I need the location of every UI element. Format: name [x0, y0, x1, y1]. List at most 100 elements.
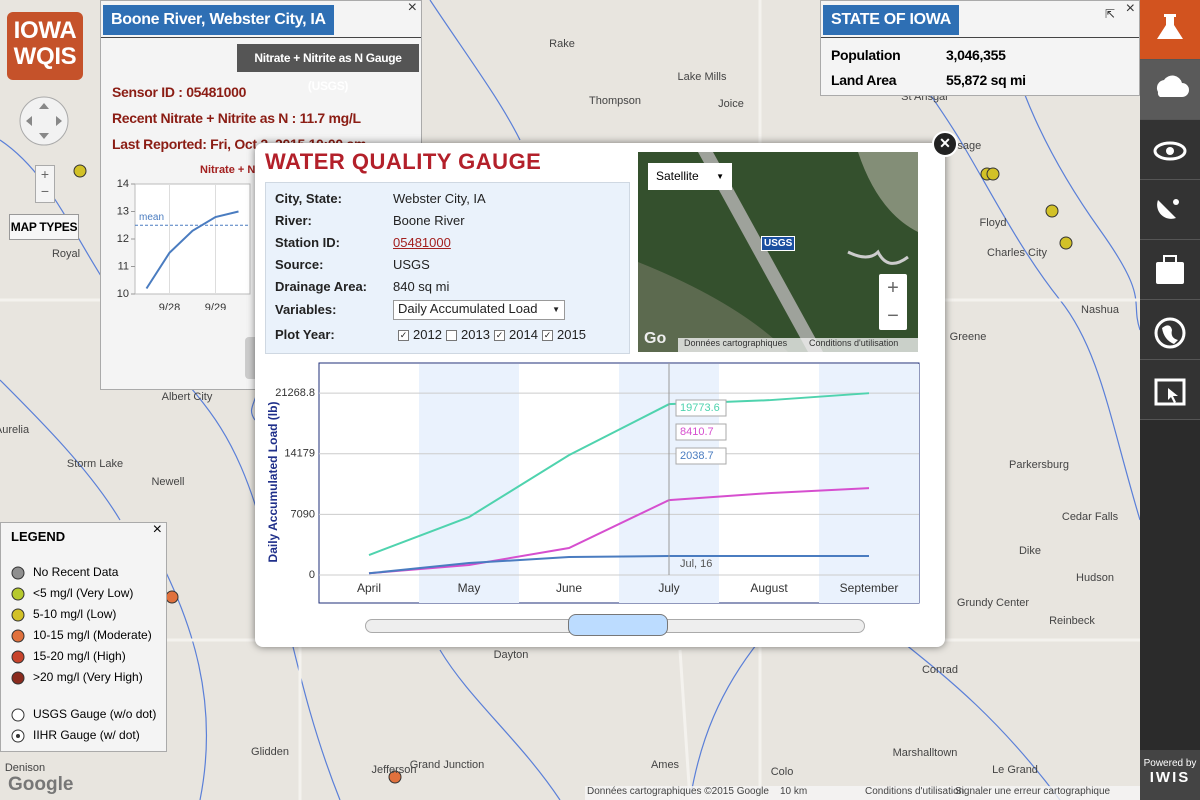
sidebar-fill [1140, 420, 1200, 750]
series-line [368, 487, 870, 575]
mean-label: mean [139, 212, 164, 223]
field-value: Boone River [393, 213, 465, 228]
map-attribution: Données cartographiques [684, 338, 788, 348]
station-link[interactable]: 05481000 [393, 235, 451, 250]
state-value: 55,872 sq mi [946, 72, 1026, 88]
tooltip-box [675, 447, 727, 465]
station-info: City, State: Webster City, IA River: Boone … [265, 182, 630, 354]
select-arrow: ▼ [552, 305, 560, 314]
town-label: Jefferson [371, 764, 416, 776]
y-tick-label: 12 [117, 233, 129, 245]
y-tick-label: 21268.8 [275, 387, 315, 399]
map-type-select[interactable]: Satellite ▼ [648, 163, 732, 190]
state-row: Land Area 55,872 sq mi [831, 68, 1131, 93]
year-checkbox[interactable]: ✓ [398, 330, 409, 341]
field-label: Drainage Area: [275, 279, 367, 294]
y-tick-label: 14 [117, 178, 129, 190]
powered-brand: IWIS [1149, 769, 1191, 786]
legend-label: 10-15 mg/l (Moderate) [33, 628, 152, 642]
legend-swatch [11, 566, 25, 580]
plot-area [134, 183, 251, 295]
year-label: 2013 [461, 327, 490, 342]
map-zoom[interactable]: + − [879, 274, 907, 330]
town-label: Le Grand [992, 764, 1038, 776]
report[interactable]: Signaler une erreur cartographique [955, 786, 1111, 797]
field-value: USGS [393, 257, 430, 272]
map-types-button[interactable]: MAP TYPES [9, 214, 79, 240]
town-label: Charles City [987, 247, 1047, 259]
gauge-dot [16, 734, 20, 738]
attribution: Données cartographiques ©2015 Google [587, 786, 769, 797]
sidebar-satellite[interactable] [1140, 180, 1200, 240]
google-logo: Google [8, 774, 74, 795]
divider [821, 37, 1139, 38]
popup-line: Recent Nitrate + Nitrite as N : 11.7 mg/… [112, 110, 361, 126]
state-title: STATE OF IOWA [823, 5, 959, 35]
band-shade [819, 364, 919, 603]
legend-swatch [11, 671, 25, 685]
town-label: Reinbeck [1049, 615, 1095, 627]
town-label: Cedar Falls [1062, 511, 1119, 523]
tooltip-label: 19773.6 [680, 402, 720, 414]
town-label: Parkersburg [1009, 459, 1069, 471]
legend-label: >20 mg/l (Very High) [33, 670, 143, 684]
map-type: Satellite [656, 169, 699, 183]
x-tick-label: 9/29 [205, 302, 226, 310]
town-label: Hudson [1076, 572, 1114, 584]
close-button[interactable]: × [1125, 0, 1135, 17]
town-label: Grand Junction [410, 759, 485, 771]
pan-control[interactable] [18, 95, 70, 147]
terms[interactable]: Conditions d'utilisation [865, 786, 965, 797]
y-tick-label: 11 [118, 260, 129, 272]
legend-swatch [11, 608, 25, 622]
y-tick-label: 7090 [291, 508, 315, 520]
modal-close[interactable]: ✕ [932, 131, 958, 157]
legend-label: 5-10 mg/l (Low) [33, 607, 117, 621]
y-tick-label: 10 [117, 288, 129, 300]
logo[interactable]: IOWA WQIS [7, 12, 83, 80]
usgs-marker[interactable]: USGS [761, 236, 796, 251]
legend: LEGEND × No Recent Data <5 mg/l (Very Low… [0, 521, 167, 752]
town-label: Joice [718, 98, 744, 110]
popup-line: Sensor ID : 05481000 [112, 84, 247, 100]
town-label: Lake Mills [678, 71, 727, 83]
logo-line: IOWA [13, 17, 77, 44]
town-label: Dayton [494, 649, 529, 661]
x-tick-label: May [458, 581, 481, 595]
map-footer: Données cartographiques ©2015 Google 10 … [585, 786, 1140, 800]
year-checkbox[interactable] [446, 330, 457, 341]
field-label: Variables: [275, 302, 337, 317]
variable-select[interactable]: Daily Accumulated Load ▼ [393, 300, 565, 320]
field-label: Plot Year: [275, 327, 335, 342]
year-label: 2012 [413, 327, 442, 342]
x-tick-label: August [750, 581, 788, 595]
year-checkbox[interactable]: ✓ [542, 330, 553, 341]
town-label: Aurelia [0, 424, 30, 436]
x-tick-label: 9/28 [159, 302, 180, 310]
expand-icon[interactable]: ⇱ [1104, 7, 1115, 21]
state-panel: STATE OF IOWA ⇱ × Population 3,046,355 Lan… [820, 0, 1140, 96]
logo-line: WQIS [13, 43, 77, 70]
year-checkbox[interactable]: ✓ [494, 330, 505, 341]
sidebar-lab[interactable] [1140, 0, 1200, 60]
close-button[interactable]: × [407, 0, 417, 16]
town-label: Floyd [980, 217, 1007, 229]
divider [101, 37, 421, 38]
legend-label: No Recent Data [33, 565, 119, 579]
sensor-chart: Nitrate + Nit 10 11 12 13 14 9/28 9/29 mean [117, 164, 260, 310]
x-tick-label: June [556, 581, 582, 595]
y-tick-label: 0 [309, 569, 315, 581]
tooltip-box [675, 423, 727, 441]
map-terms[interactable]: Conditions d'utilisation [809, 338, 899, 348]
field-label: Source: [275, 257, 324, 272]
x-tick-label: April [357, 581, 381, 595]
google-logo-small: Go [644, 330, 667, 347]
satellite-map: Satellite ▼ USGS + − Go Données cartograph… [638, 152, 918, 352]
range-handle[interactable] [568, 614, 668, 636]
town-label: Newell [151, 476, 184, 488]
close-button[interactable]: × [152, 521, 162, 538]
zoom-control[interactable]: + − [35, 165, 55, 203]
popup-title: Boone River, Webster City, IA [103, 5, 334, 35]
year-label: 2014 [509, 327, 538, 342]
